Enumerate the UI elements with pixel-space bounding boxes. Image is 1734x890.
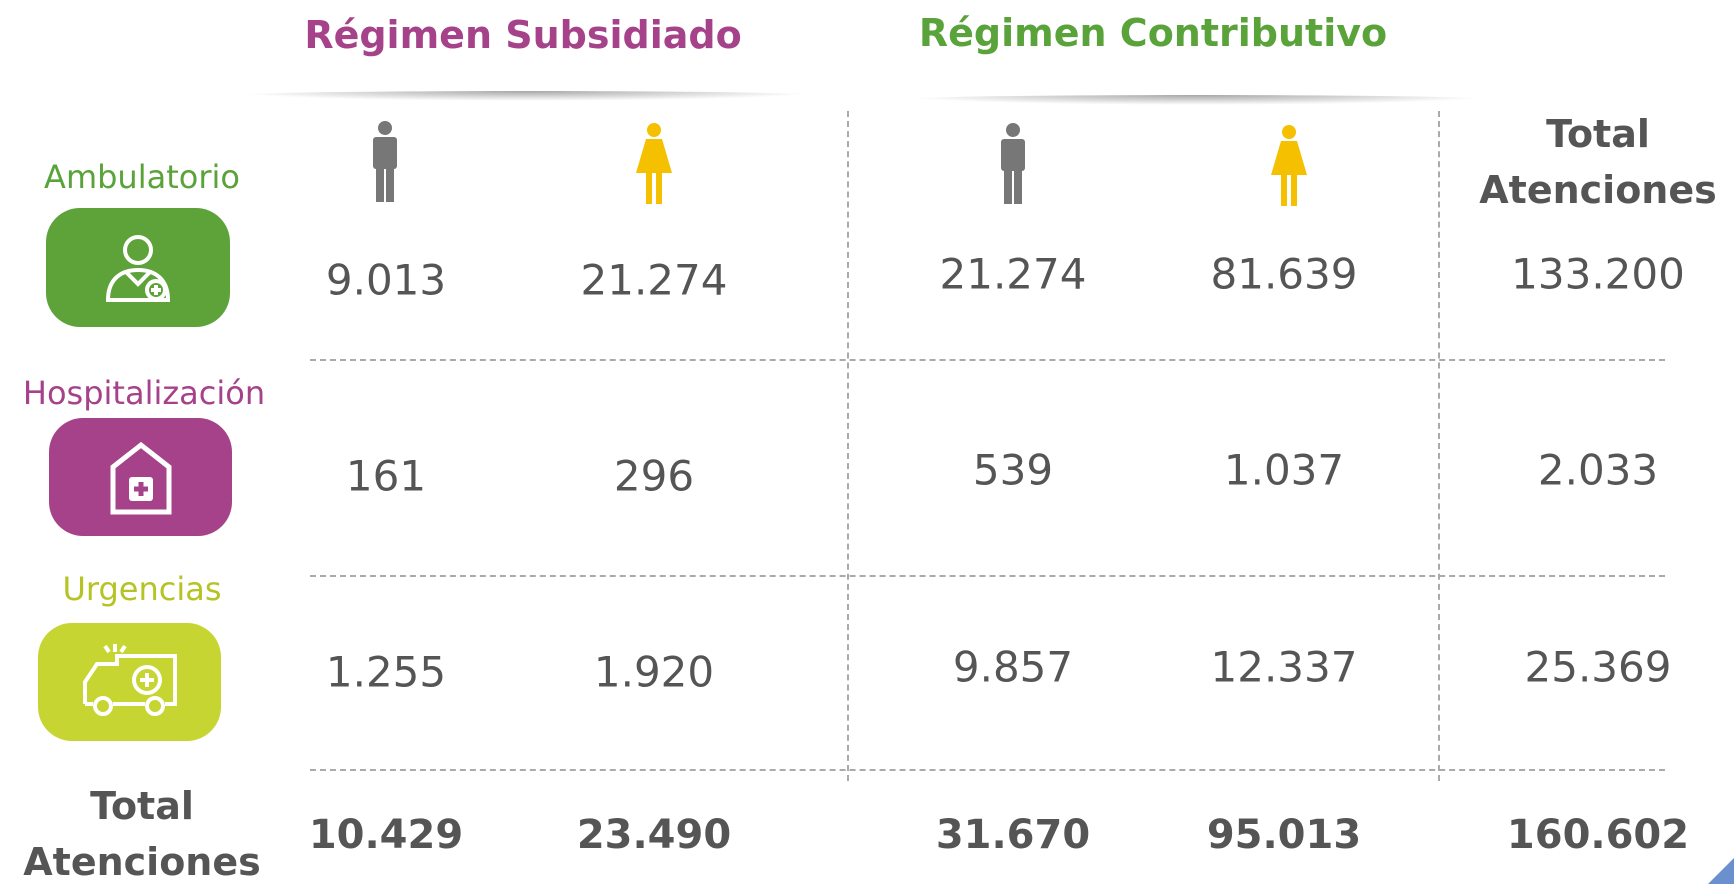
column-header: Total Atenciones	[1479, 112, 1717, 212]
divider	[890, 95, 1504, 105]
total-value: 10.429	[308, 812, 464, 858]
column-divider	[1438, 111, 1440, 781]
hospital-icon	[49, 418, 232, 536]
male-icon	[1001, 123, 1025, 204]
male-icon	[373, 121, 397, 202]
divider	[221, 91, 831, 101]
cell-value: 161	[345, 451, 427, 501]
total-value: 31.670	[935, 812, 1091, 858]
cell-value: 9.857	[952, 642, 1074, 692]
cell-value: 296	[613, 451, 695, 501]
cell-value: 21.274	[580, 255, 728, 305]
cell-value: 133.200	[1511, 249, 1685, 299]
total-value: 23.490	[576, 812, 732, 858]
cell-value: 21.274	[939, 249, 1087, 299]
row-divider	[310, 359, 1665, 361]
row-divider	[310, 769, 1665, 771]
row-label: Ambulatorio	[44, 158, 240, 196]
cell-value: 9.013	[325, 255, 447, 305]
cell-value: 81.639	[1210, 249, 1358, 299]
cell-value: 539	[972, 445, 1054, 495]
ambulance-icon	[38, 623, 221, 741]
group-title: Régimen Contributivo	[918, 11, 1388, 55]
row-divider	[310, 575, 1665, 577]
cell-value: 1.255	[325, 647, 447, 697]
total-value: 95.013	[1206, 812, 1362, 858]
group-title: Régimen Subsidiado	[304, 13, 742, 57]
footer-label: Total Atenciones	[23, 784, 261, 884]
cell-value: 1.037	[1223, 445, 1345, 495]
total-value: 160.602	[1506, 812, 1690, 858]
female-icon	[636, 123, 672, 204]
row-label: Urgencias	[62, 570, 222, 608]
female-icon	[1271, 125, 1307, 206]
cell-value: 2.033	[1537, 445, 1659, 495]
cell-value: 25.369	[1524, 642, 1672, 692]
row-label: Hospitalización	[22, 374, 266, 412]
corner-accent	[1708, 858, 1734, 884]
ambulatory-icon	[46, 208, 230, 327]
cell-value: 12.337	[1210, 642, 1358, 692]
cell-value: 1.920	[593, 647, 715, 697]
column-divider	[847, 111, 849, 781]
